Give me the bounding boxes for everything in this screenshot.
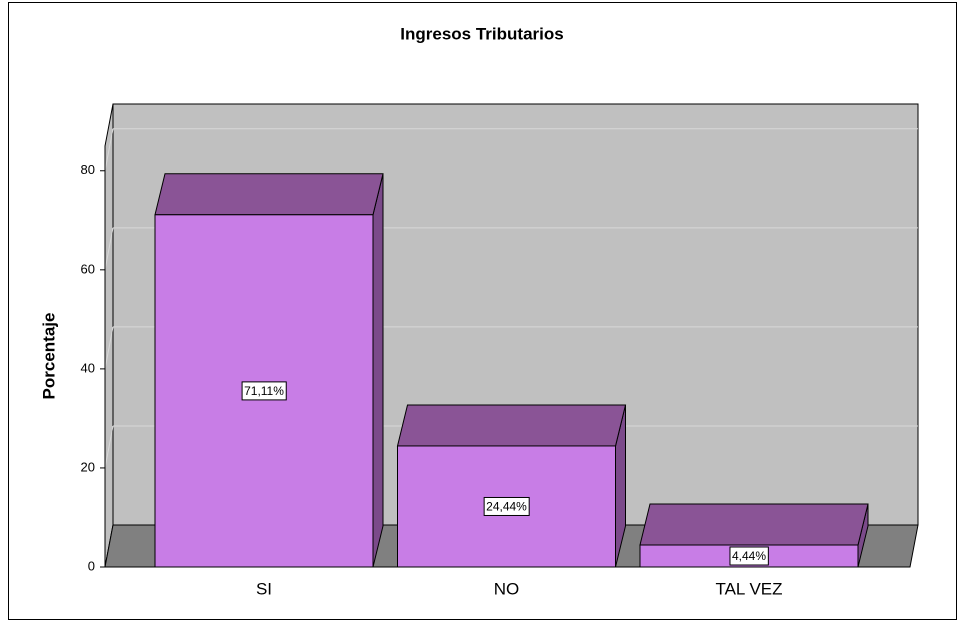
value-label-box	[729, 546, 769, 566]
x-tick-label: SI	[256, 579, 272, 598]
bar-group: 71,11%	[154, 173, 384, 568]
grid-line	[104, 425, 114, 469]
value-label: 71,11%	[244, 384, 284, 398]
value-label: 4,44%	[732, 549, 766, 563]
y-tick-label: 40	[81, 360, 95, 375]
bar-top	[396, 404, 627, 447]
y-tick-label: 80	[81, 162, 95, 177]
y-tick-label: 0	[88, 558, 95, 573]
grid-line	[104, 128, 114, 171]
value-label-box	[483, 496, 530, 516]
chart-title: Ingresos Tributarios	[400, 24, 563, 43]
value-label: 24,44%	[486, 500, 527, 514]
bar-top	[154, 173, 384, 216]
x-tick-label: TAL VEZ	[715, 579, 782, 598]
bar-group: 4,44%	[639, 503, 869, 568]
y-axis-label: Porcentaje	[39, 313, 58, 400]
value-label-box	[241, 381, 287, 401]
grid-line	[104, 326, 114, 369]
grid-line	[104, 227, 114, 270]
y-tick-label: 20	[81, 459, 95, 474]
x-tick-label: NO	[494, 579, 520, 598]
y-tick-label: 60	[81, 261, 95, 276]
bar-top	[639, 503, 869, 546]
bar-group: 24,44%	[396, 404, 627, 568]
bar-side	[372, 173, 384, 568]
